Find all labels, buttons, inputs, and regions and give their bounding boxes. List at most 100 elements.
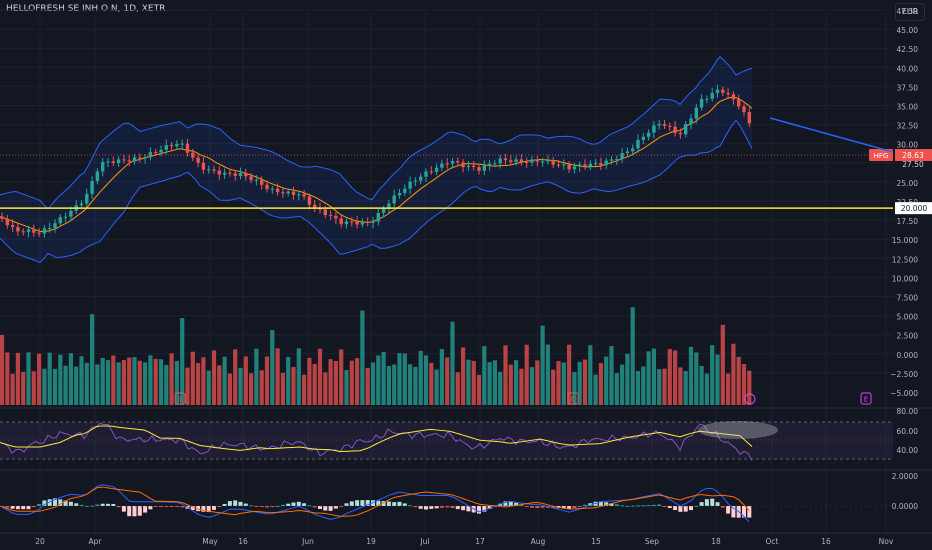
time-axis-label: 17 (475, 537, 485, 546)
candle-body (53, 223, 57, 228)
macd-histogram-bar (106, 503, 110, 506)
candle-body (699, 98, 704, 108)
macd-histogram-bar (90, 505, 95, 507)
dividend-marker-icon (744, 393, 756, 405)
candle-body (668, 125, 672, 127)
macd-histogram-bar (169, 506, 174, 507)
macd-histogram-bar (747, 506, 752, 518)
candle-body (726, 92, 730, 95)
volume-bar (132, 357, 137, 405)
candle-body (472, 165, 476, 168)
price-axis-label: 10.000 (892, 274, 918, 283)
candle-body (355, 221, 359, 225)
candle-body (32, 229, 36, 233)
volume-bar (529, 367, 535, 405)
volume-bar (174, 360, 179, 405)
volume-bar (450, 321, 455, 405)
candle-body (514, 159, 518, 162)
candle-body (376, 212, 380, 222)
macd-histogram-bar (636, 505, 640, 507)
volume-bar (74, 366, 79, 405)
volume-bar (614, 373, 619, 405)
volume-bar (392, 364, 397, 405)
macd-histogram-bar (614, 504, 619, 506)
volume-bar (280, 372, 285, 405)
macd-histogram-bar (482, 506, 487, 512)
time-axis-label: Apr (89, 537, 103, 546)
candle-body (482, 165, 486, 171)
candle-body (509, 160, 513, 162)
macd-histogram-bar (726, 506, 731, 514)
candle-body (249, 176, 253, 181)
macd-histogram-bar (424, 506, 428, 510)
volume-bar (264, 356, 270, 405)
rsi-axis-label: 40.00 (897, 446, 919, 455)
candle-body (302, 194, 306, 197)
volume-bar (492, 360, 497, 405)
price-axis-label: 32.50 (897, 122, 919, 131)
candle-body (63, 216, 68, 218)
volume-bar (180, 318, 185, 405)
macd-histogram-bar (180, 506, 185, 508)
volume-bar (598, 363, 603, 405)
macd-axis-label: 0.0000 (892, 502, 918, 511)
volume-bar (461, 347, 466, 405)
rsi-ma-line (0, 425, 753, 453)
earnings-marker (860, 392, 872, 405)
time-axis-label: Nov (879, 537, 894, 546)
macd-histogram-bar (609, 503, 614, 506)
candle-body (562, 164, 566, 166)
macd-histogram-bar (323, 506, 328, 511)
macd-histogram-bar (413, 506, 418, 508)
volume-bar (105, 360, 111, 405)
macd-histogram-bar (418, 506, 423, 509)
volume-bar (551, 369, 556, 405)
candle-body (525, 161, 529, 163)
candle-body (10, 225, 15, 228)
volume-bar (556, 360, 561, 405)
macd-histogram-bar (673, 506, 678, 511)
volume-bar (15, 352, 20, 405)
macd-histogram-bar (450, 506, 455, 508)
volume-bar (604, 356, 609, 405)
macd-histogram-bar (302, 503, 307, 506)
price-axis-label: 12.500 (892, 255, 918, 264)
macd-histogram-bar (646, 505, 651, 507)
rsi-axis-label: 80.00 (897, 407, 919, 416)
volume-bar (275, 348, 280, 405)
candle-body (408, 181, 412, 189)
macd-histogram-bar (683, 506, 688, 512)
candle-body (519, 159, 524, 162)
macd-histogram-bar (514, 502, 519, 506)
candle-body (419, 176, 423, 181)
volume-bar (736, 356, 741, 405)
candle-body (207, 169, 211, 171)
candle-body (254, 179, 259, 181)
candle-body (371, 221, 375, 223)
time-axis-label: May (202, 537, 218, 546)
macd-histogram-bar (275, 505, 280, 507)
candle-body (540, 161, 545, 163)
volume-bar (720, 324, 725, 405)
candle-body (260, 179, 264, 185)
volume-bar (254, 348, 259, 405)
bb-price-label: 27.50 (902, 160, 924, 169)
volume-bar (137, 360, 142, 405)
volume-bar (58, 354, 63, 405)
volume-bar (238, 367, 243, 405)
volume-bar (111, 355, 116, 405)
macd-histogram-bar (132, 506, 137, 517)
candle-body (429, 171, 433, 173)
volume-bar (715, 354, 720, 405)
macd-histogram-bar (212, 506, 216, 510)
macd-histogram-bar (31, 506, 36, 508)
price-axis-label: 35.00 (897, 103, 919, 112)
volume-bar (222, 356, 227, 405)
candle-body (673, 126, 677, 133)
volume-bar (95, 364, 100, 405)
candle-body (381, 208, 386, 213)
currency-button[interactable]: EUR (895, 3, 925, 21)
volume-bar (726, 373, 731, 405)
